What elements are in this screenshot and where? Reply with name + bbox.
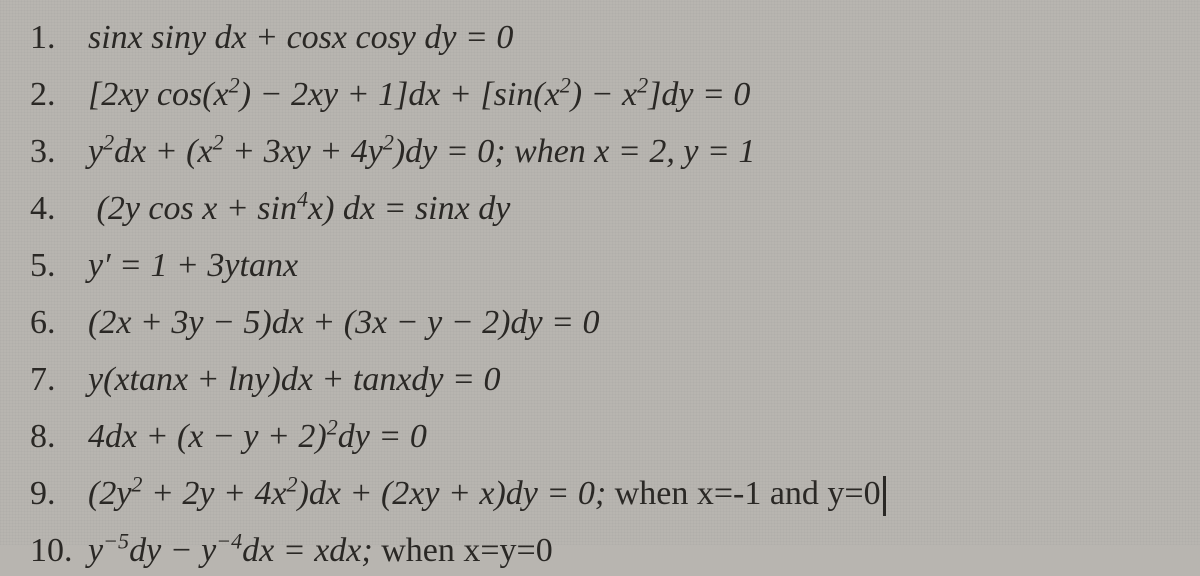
problem-2: 2. [2xy cos(x2) − 2xy + 1]dx + [sin(x2) … [30, 69, 1170, 120]
problem-4: 4. (2y cos x + sin4x) dx = sinx dy [30, 183, 1170, 234]
problem-equation: (2x + 3y − 5)dx + (3x − y − 2)dy = 0 [88, 297, 1170, 348]
problem-number: 3. [30, 126, 88, 177]
problem-list: 1. sinx siny dx + cosx cosy dy = 0 2. [2… [30, 12, 1170, 576]
problem-equation: y(xtanx + lny)dx + tanxdy = 0 [88, 354, 1170, 405]
problem-equation: (2y2 + 2y + 4x2)dx + (2xy + x)dy = 0; wh… [88, 468, 1170, 519]
problem-number: 5. [30, 240, 88, 291]
problem-equation: y′ = 1 + 3ytanx [88, 240, 1170, 291]
problem-6: 6. (2x + 3y − 5)dx + (3x − y − 2)dy = 0 [30, 297, 1170, 348]
problem-equation: y−5dy − y−4dx = xdx; when x=y=0 [88, 525, 1170, 576]
problem-7: 7. y(xtanx + lny)dx + tanxdy = 0 [30, 354, 1170, 405]
problem-number: 10. [30, 525, 88, 576]
problem-1: 1. sinx siny dx + cosx cosy dy = 0 [30, 12, 1170, 63]
problem-equation: sinx siny dx + cosx cosy dy = 0 [88, 12, 1170, 63]
problem-number: 2. [30, 69, 88, 120]
problem-number: 6. [30, 297, 88, 348]
problem-number: 1. [30, 12, 88, 63]
problem-9: 9. (2y2 + 2y + 4x2)dx + (2xy + x)dy = 0;… [30, 468, 1170, 519]
problem-number: 7. [30, 354, 88, 405]
problem-3: 3. y2dx + (x2 + 3xy + 4y2)dy = 0; when x… [30, 126, 1170, 177]
problem-number: 4. [30, 183, 88, 234]
problem-equation: [2xy cos(x2) − 2xy + 1]dx + [sin(x2) − x… [88, 69, 1170, 120]
problem-equation: (2y cos x + sin4x) dx = sinx dy [88, 183, 1170, 234]
problem-equation: y2dx + (x2 + 3xy + 4y2)dy = 0; when x = … [88, 126, 1170, 177]
problem-5: 5. y′ = 1 + 3ytanx [30, 240, 1170, 291]
problem-10: 10. y−5dy − y−4dx = xdx; when x=y=0 [30, 525, 1170, 576]
problem-equation: 4dx + (x − y + 2)2dy = 0 [88, 411, 1170, 462]
problem-8: 8. 4dx + (x − y + 2)2dy = 0 [30, 411, 1170, 462]
problem-number: 9. [30, 468, 88, 519]
problem-number: 8. [30, 411, 88, 462]
